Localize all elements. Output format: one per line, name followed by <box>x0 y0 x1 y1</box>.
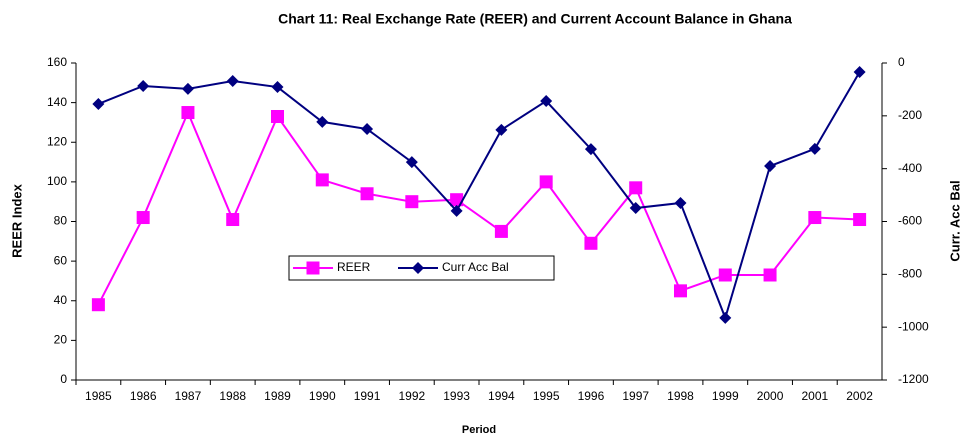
x-tick-label: 1989 <box>264 389 291 403</box>
y-tick-label: 80 <box>54 214 68 228</box>
marker <box>360 187 374 201</box>
x-tick-label: 1992 <box>398 389 425 403</box>
series-line <box>97 109 860 306</box>
x-tick-label: 2000 <box>757 389 784 403</box>
x-tick-label: 1995 <box>533 389 560 403</box>
x-tick-label: 1985 <box>85 389 112 403</box>
y2-axis-title: Curr. Acc Bal <box>947 180 962 261</box>
marker <box>412 262 424 274</box>
y-tick-label: 100 <box>47 174 67 188</box>
marker <box>181 82 194 95</box>
marker <box>91 298 105 312</box>
marker <box>316 115 329 128</box>
marker <box>495 123 508 136</box>
y2-tick-label: -800 <box>898 267 922 281</box>
y-axis-title: REER Index <box>9 183 24 257</box>
y2-tick-label: -600 <box>898 214 922 228</box>
marker <box>450 204 463 217</box>
marker <box>226 213 240 227</box>
x-tick-label: 1986 <box>130 389 157 403</box>
x-tick-label: 1990 <box>309 389 336 403</box>
marker <box>494 224 508 238</box>
chart-title: Chart 11: Real Exchange Rate (REER) and … <box>278 11 792 27</box>
y-tick-label: 120 <box>47 134 67 148</box>
y-tick-label: 0 <box>60 372 67 386</box>
marker <box>92 97 105 110</box>
x-axis-title: Period <box>462 424 496 436</box>
x-tick-label: 1988 <box>219 389 246 403</box>
y2-tick-label: -1200 <box>898 372 929 386</box>
marker <box>306 261 320 275</box>
marker <box>808 211 822 225</box>
marker <box>763 268 777 282</box>
marker <box>540 95 553 108</box>
marker <box>674 197 687 210</box>
x-tick-label: 1998 <box>667 389 694 403</box>
x-tick-label: 1994 <box>488 389 515 403</box>
marker <box>584 236 598 250</box>
legend-label: Curr Acc Bal <box>442 260 509 274</box>
legend-label: REER <box>337 260 371 274</box>
x-tick-label: 1993 <box>443 389 470 403</box>
x-tick-label: 2001 <box>801 389 828 403</box>
marker <box>584 143 597 156</box>
marker <box>539 175 553 189</box>
y2-tick-label: -400 <box>898 161 922 175</box>
y-tick-label: 60 <box>54 253 68 267</box>
marker <box>853 65 866 78</box>
x-tick-label: 1991 <box>354 389 381 403</box>
marker <box>808 142 821 155</box>
marker <box>226 74 239 87</box>
y-tick-label: 40 <box>54 293 68 307</box>
marker <box>136 211 150 225</box>
y-tick-label: 20 <box>54 333 68 347</box>
x-tick-label: 1999 <box>712 389 739 403</box>
marker <box>718 268 732 282</box>
x-tick-label: 1987 <box>175 389 202 403</box>
y2-tick-label: -200 <box>898 108 922 122</box>
marker <box>853 213 867 227</box>
y2-tick-label: 0 <box>898 55 905 69</box>
marker <box>137 79 150 92</box>
marker <box>315 173 329 187</box>
marker <box>271 81 284 94</box>
marker <box>271 109 284 123</box>
marker <box>674 284 687 298</box>
y2-tick-label: -1000 <box>898 319 929 333</box>
marker <box>629 181 643 195</box>
marker <box>181 106 195 120</box>
marker <box>405 195 419 209</box>
x-tick-label: 1997 <box>622 389 649 403</box>
marker <box>405 156 418 169</box>
marker <box>719 311 732 324</box>
y-tick-label: 160 <box>47 55 67 69</box>
marker <box>629 202 642 215</box>
series-line <box>98 71 861 322</box>
marker <box>361 123 374 136</box>
x-tick-label: 1996 <box>578 389 605 403</box>
marker <box>450 193 464 207</box>
marker <box>764 160 777 173</box>
x-tick-label: 2002 <box>846 389 873 403</box>
y-tick-label: 140 <box>47 95 67 109</box>
